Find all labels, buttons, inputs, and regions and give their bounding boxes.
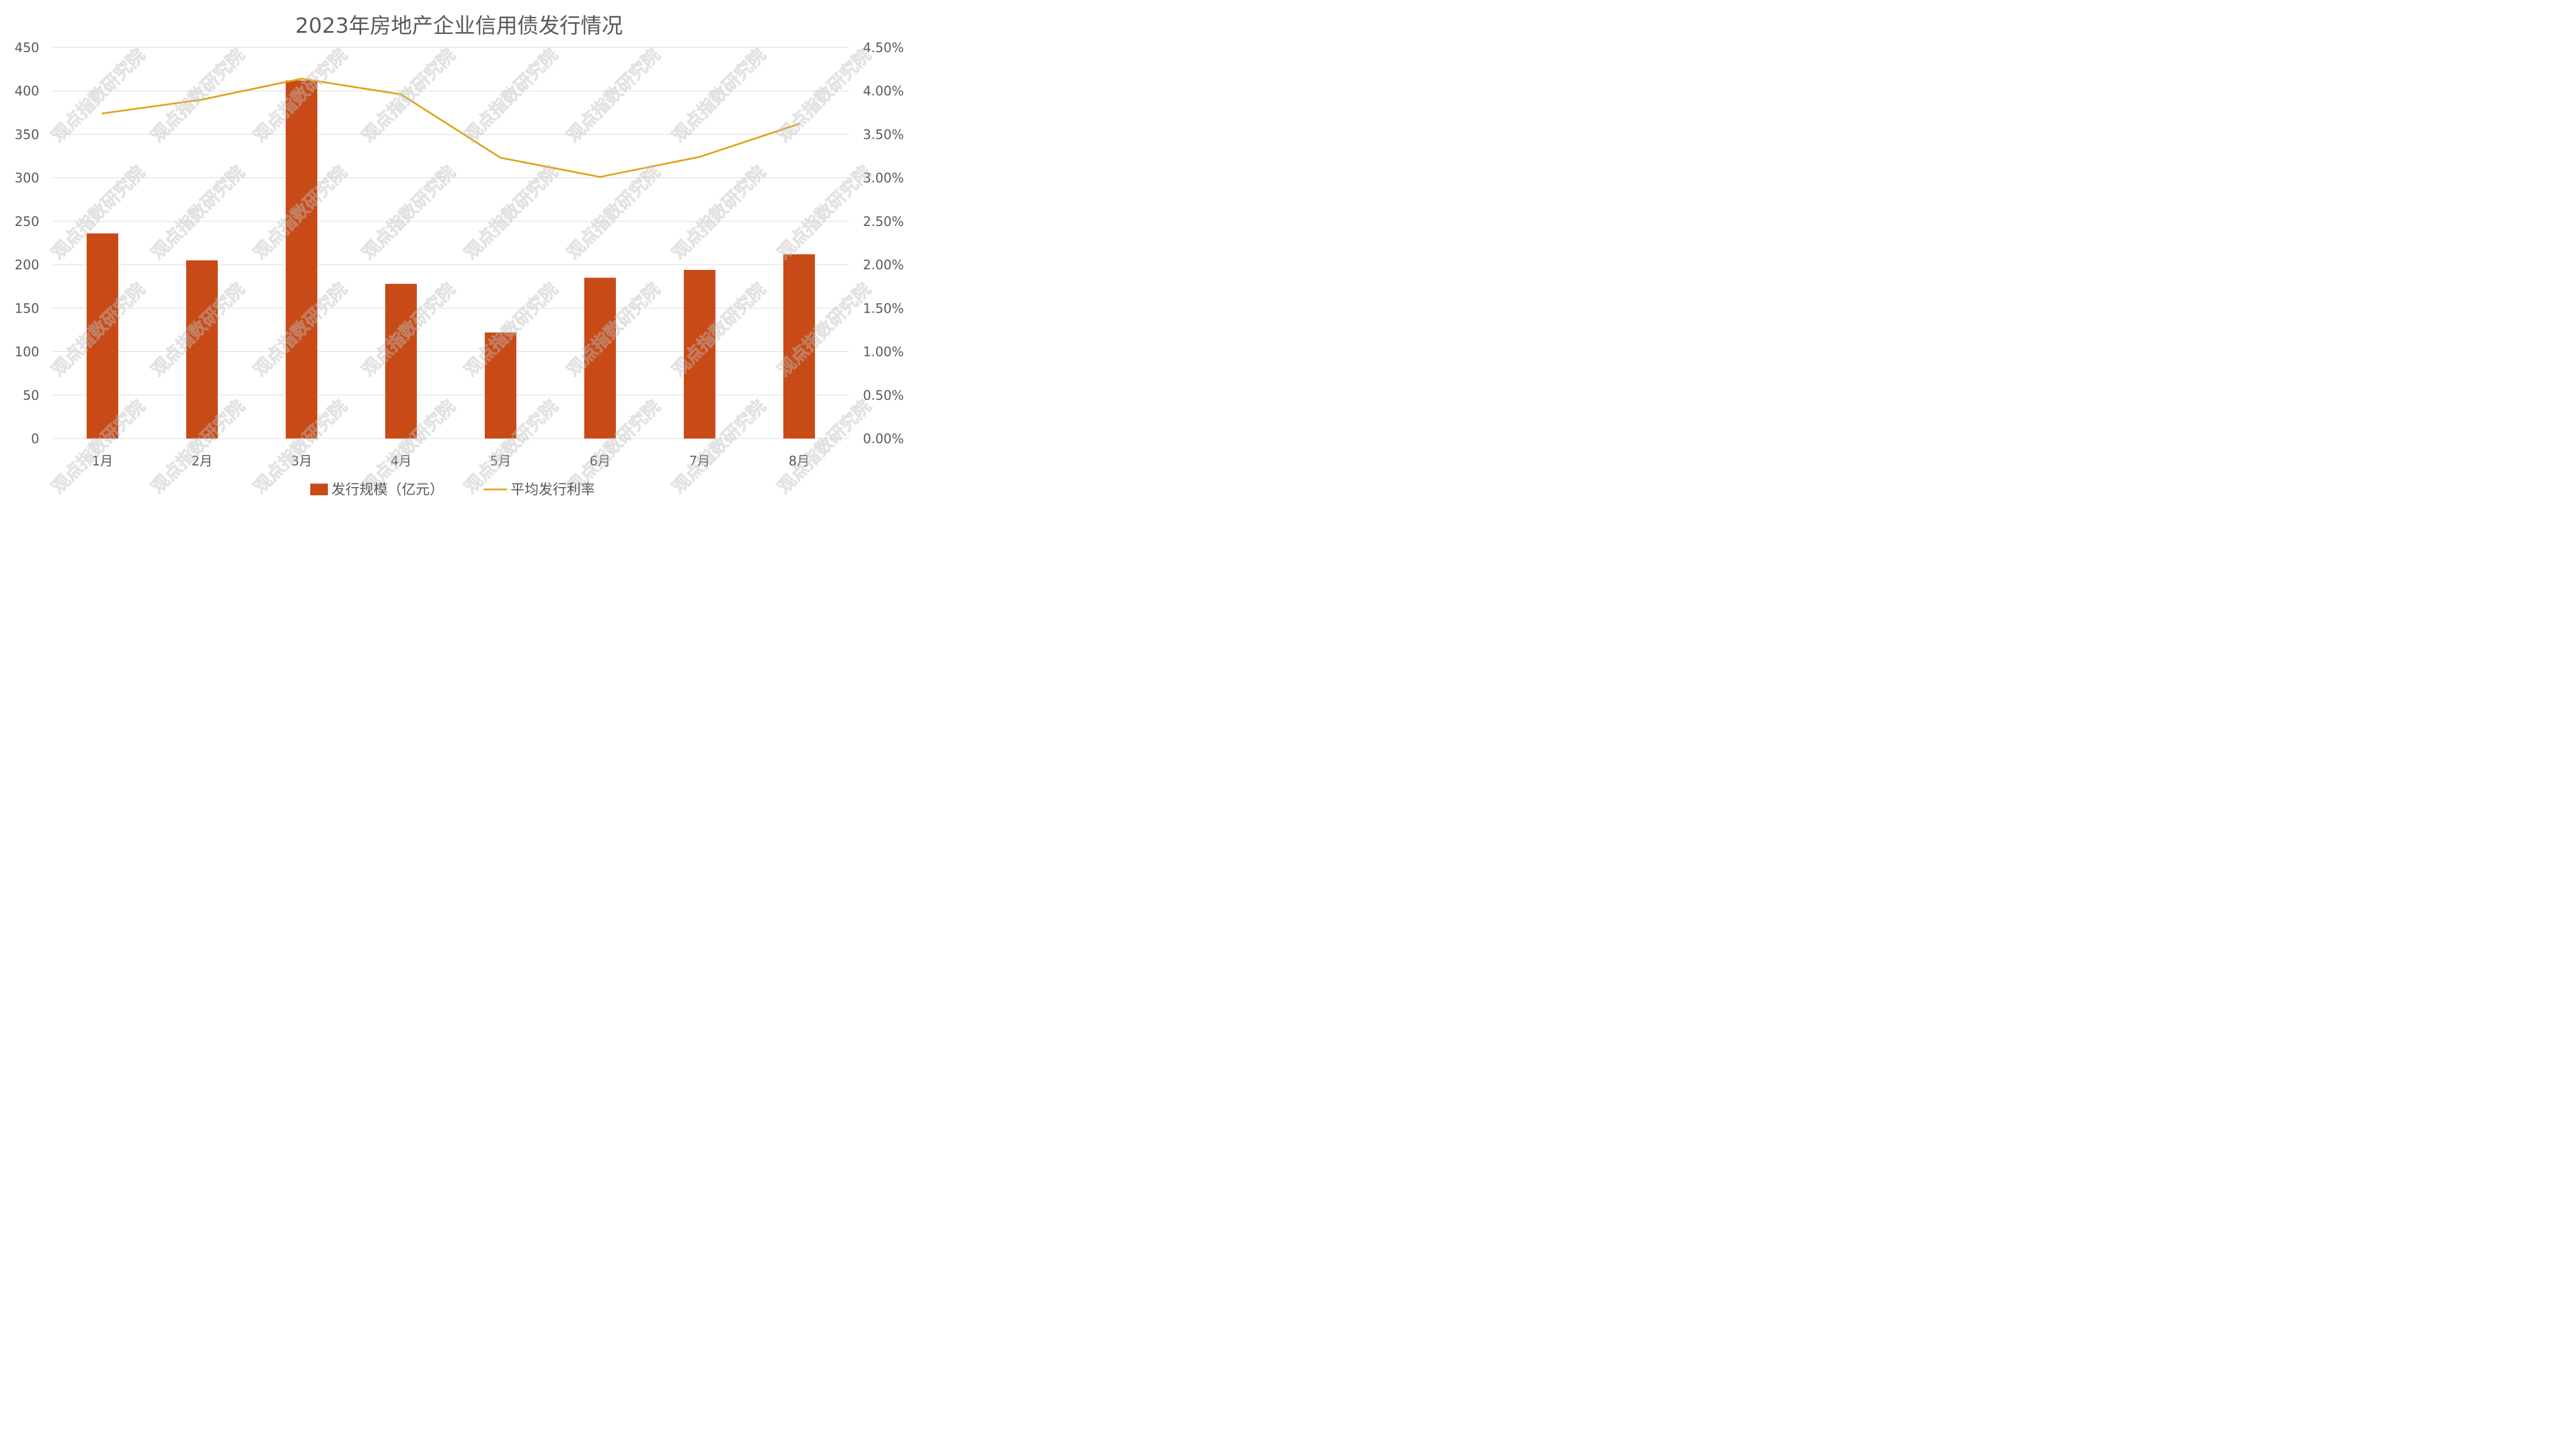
left-axis-tick-label: 200 xyxy=(15,258,39,273)
left-axis-tick-label: 150 xyxy=(15,302,39,316)
x-axis-tick-label: 3月 xyxy=(291,454,312,469)
bar xyxy=(584,278,616,439)
gridlines xyxy=(53,47,849,439)
bar xyxy=(385,283,417,439)
bar xyxy=(684,270,715,439)
rate-point xyxy=(300,77,303,80)
legend-bar-label: 发行规模（亿元） xyxy=(331,481,444,498)
rate-point xyxy=(400,93,402,95)
watermark: 观点指数研究院 xyxy=(563,162,664,263)
watermark: 观点指数研究院 xyxy=(563,45,664,146)
bar-series xyxy=(87,80,815,439)
watermark: 观点指数研究院 xyxy=(358,162,460,263)
rate-line xyxy=(102,77,800,178)
left-axis-tick-label: 450 xyxy=(15,41,39,56)
x-axis-tick-label: 6月 xyxy=(590,454,611,469)
watermark: 观点指数研究院 xyxy=(461,45,562,146)
bar xyxy=(783,254,815,439)
chart-title: 2023年房地产企业信用债发行情况 xyxy=(295,14,623,38)
rate-point xyxy=(698,156,701,158)
right-axis-tick-label: 3.50% xyxy=(863,128,904,142)
bar xyxy=(186,260,218,439)
watermark: 观点指数研究院 xyxy=(774,162,875,263)
watermark: 观点指数研究院 xyxy=(669,162,770,263)
left-axis-tick-label: 350 xyxy=(15,128,39,142)
x-axis-tick-label: 7月 xyxy=(689,454,710,469)
left-axis-tick-label: 0 xyxy=(31,432,39,447)
rate-point xyxy=(798,123,800,125)
left-axis-tick-label: 100 xyxy=(15,345,39,360)
rate-point xyxy=(101,112,104,115)
watermark: 观点指数研究院 xyxy=(669,279,770,381)
x-axis-ticks: 1月 2月 3月 4月 5月 6月 7月 8月 xyxy=(92,454,810,469)
watermark: 观点指数研究院 xyxy=(774,45,875,146)
x-axis-tick-label: 2月 xyxy=(191,454,213,469)
watermark: 观点指数研究院 xyxy=(148,162,249,263)
left-axis-tick-label: 400 xyxy=(15,84,39,99)
x-axis-tick-label: 1月 xyxy=(92,454,113,469)
rate-point xyxy=(499,157,502,159)
watermark: 观点指数研究院 xyxy=(358,45,460,146)
watermark: 观点指数研究院 xyxy=(669,45,770,146)
chart-container: 0 50 100 150 200 250 300 350 400 450 0.00% 0.50% 1.… xyxy=(0,0,913,513)
watermark: 观点指数研究院 xyxy=(48,45,149,146)
right-axis-tick-label: 4.50% xyxy=(863,41,904,56)
x-axis-tick-label: 8月 xyxy=(789,454,810,469)
right-axis-tick-label: 0.00% xyxy=(863,432,904,447)
right-axis-tick-label: 2.00% xyxy=(863,258,904,273)
legend-bar-swatch xyxy=(310,484,328,495)
line-series xyxy=(101,77,800,178)
rate-point xyxy=(599,176,601,178)
right-axis-tick-label: 0.50% xyxy=(863,389,904,403)
x-axis-tick-label: 5月 xyxy=(490,454,511,469)
x-axis-tick-label: 4月 xyxy=(390,454,412,469)
bar xyxy=(485,332,516,439)
watermark: 观点指数研究院 xyxy=(148,45,249,146)
right-axis-tick-label: 3.00% xyxy=(863,172,904,186)
left-axis-tick-label: 250 xyxy=(15,215,39,229)
left-axis-tick-label: 50 xyxy=(23,389,39,403)
legend-line-label: 平均发行利率 xyxy=(511,481,595,498)
bar xyxy=(286,80,317,439)
watermark: 观点指数研究院 xyxy=(669,396,770,498)
right-axis-tick-label: 2.50% xyxy=(863,215,904,229)
right-axis-tick-label: 1.00% xyxy=(863,345,904,360)
right-axis-tick-label: 1.50% xyxy=(863,302,904,316)
rate-point xyxy=(201,98,203,101)
left-axis-tick-label: 300 xyxy=(15,172,39,186)
combo-chart: 0 50 100 150 200 250 300 350 400 450 0.00% 0.50% 1.… xyxy=(15,14,904,498)
watermark: 观点指数研究院 xyxy=(461,162,562,263)
right-axis-tick-label: 4.00% xyxy=(863,84,904,99)
left-axis-ticks: 0 50 100 150 200 250 300 350 400 450 xyxy=(15,41,39,447)
right-axis-ticks: 0.00% 0.50% 1.00% 1.50% 2.00% 2.50% 3.00% 3.50%… xyxy=(863,41,904,447)
bar xyxy=(87,233,118,439)
legend: 发行规模（亿元） 平均发行利率 xyxy=(310,481,595,498)
